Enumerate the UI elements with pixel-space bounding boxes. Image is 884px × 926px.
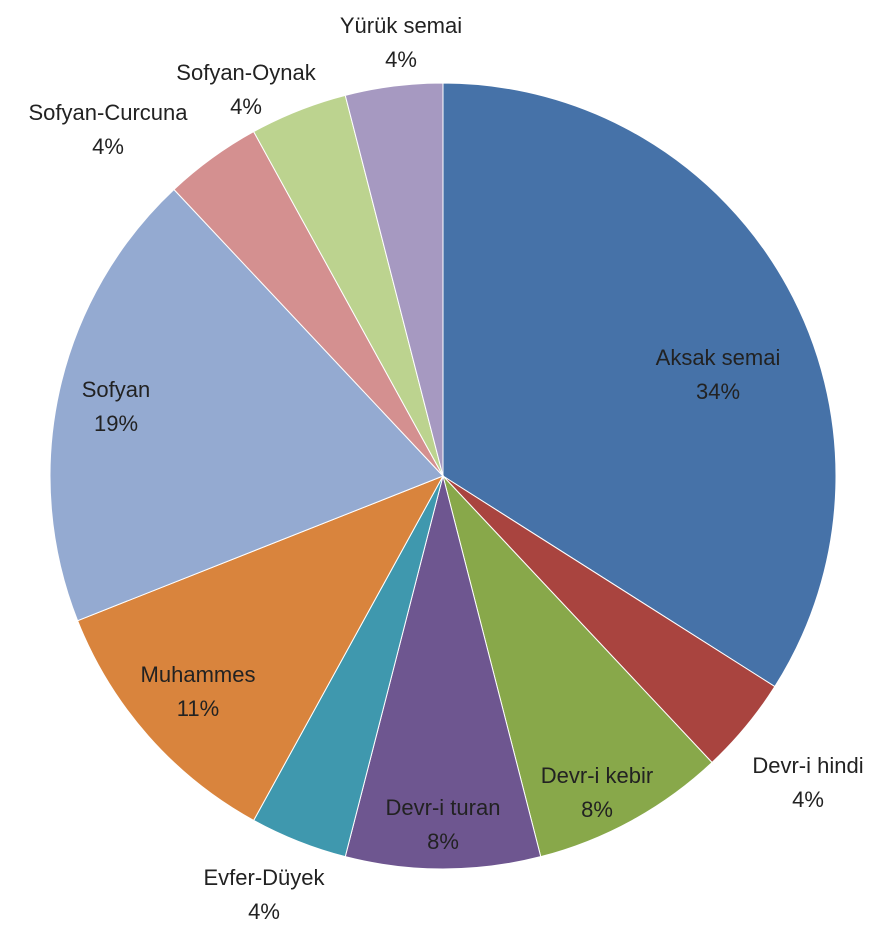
slice-label-devr-i-turan: Devr-i turan 8% (386, 795, 501, 854)
slice-percent-label: 4% (92, 134, 124, 159)
slice-percent-label: 8% (581, 797, 613, 822)
pie-labels: Aksak semai 34% Devr-i hindi 4% Devr-i kebir… (29, 13, 864, 924)
slice-label-devr-i-hindi: Devr-i hindi 4% (752, 753, 863, 812)
slice-percent-label: 4% (792, 787, 824, 812)
slice-percent-label: 4% (248, 899, 280, 924)
pie-slices (49, 82, 837, 870)
slice-category-label: Sofyan-Oynak (176, 60, 316, 85)
slice-category-label: Devr-i turan (386, 795, 501, 820)
slice-label-aksak-semai: Aksak semai 34% (656, 345, 781, 404)
slice-category-label: Devr-i kebir (541, 763, 653, 788)
pie-slice-yuruk-semai (344, 82, 444, 477)
slice-label-yuruk-semai: Yürük semai 4% (340, 13, 462, 72)
slice-percent-label: 11% (177, 696, 219, 721)
slice-percent-label: 4% (230, 94, 262, 119)
slice-percent-label: 34% (696, 379, 740, 404)
slice-label-sofyan-curcuna: Sofyan-Curcuna 4% (29, 100, 189, 159)
slice-percent-label: 4% (385, 47, 417, 72)
slice-category-label: Yürük semai (340, 13, 462, 38)
slice-percent-label: 8% (427, 829, 459, 854)
slice-label-evfer-duyek: Evfer-Düyek 4% (203, 865, 325, 924)
slice-label-muhammes: Muhammes 11% (141, 662, 256, 721)
pie-slice-muhammes (76, 475, 445, 822)
slice-category-label: Evfer-Düyek (203, 865, 325, 890)
slice-label-sofyan: Sofyan 19% (82, 377, 151, 436)
pie-slice-sofyan (49, 188, 444, 622)
slice-category-label: Sofyan-Curcuna (29, 100, 189, 125)
slice-category-label: Sofyan (82, 377, 151, 402)
slice-category-label: Devr-i hindi (752, 753, 863, 778)
slice-category-label: Aksak semai (656, 345, 781, 370)
slice-category-label: Muhammes (141, 662, 256, 687)
pie-slice-devr-i-kebir (442, 475, 713, 858)
slice-label-sofyan-oynak: Sofyan-Oynak 4% (176, 60, 316, 119)
slice-percent-label: 19% (94, 411, 138, 436)
slice-label-devr-i-kebir: Devr-i kebir 8% (541, 763, 653, 822)
pie-slice-aksak-semai (442, 82, 837, 688)
pie-slice-devr-i-turan (344, 475, 542, 870)
